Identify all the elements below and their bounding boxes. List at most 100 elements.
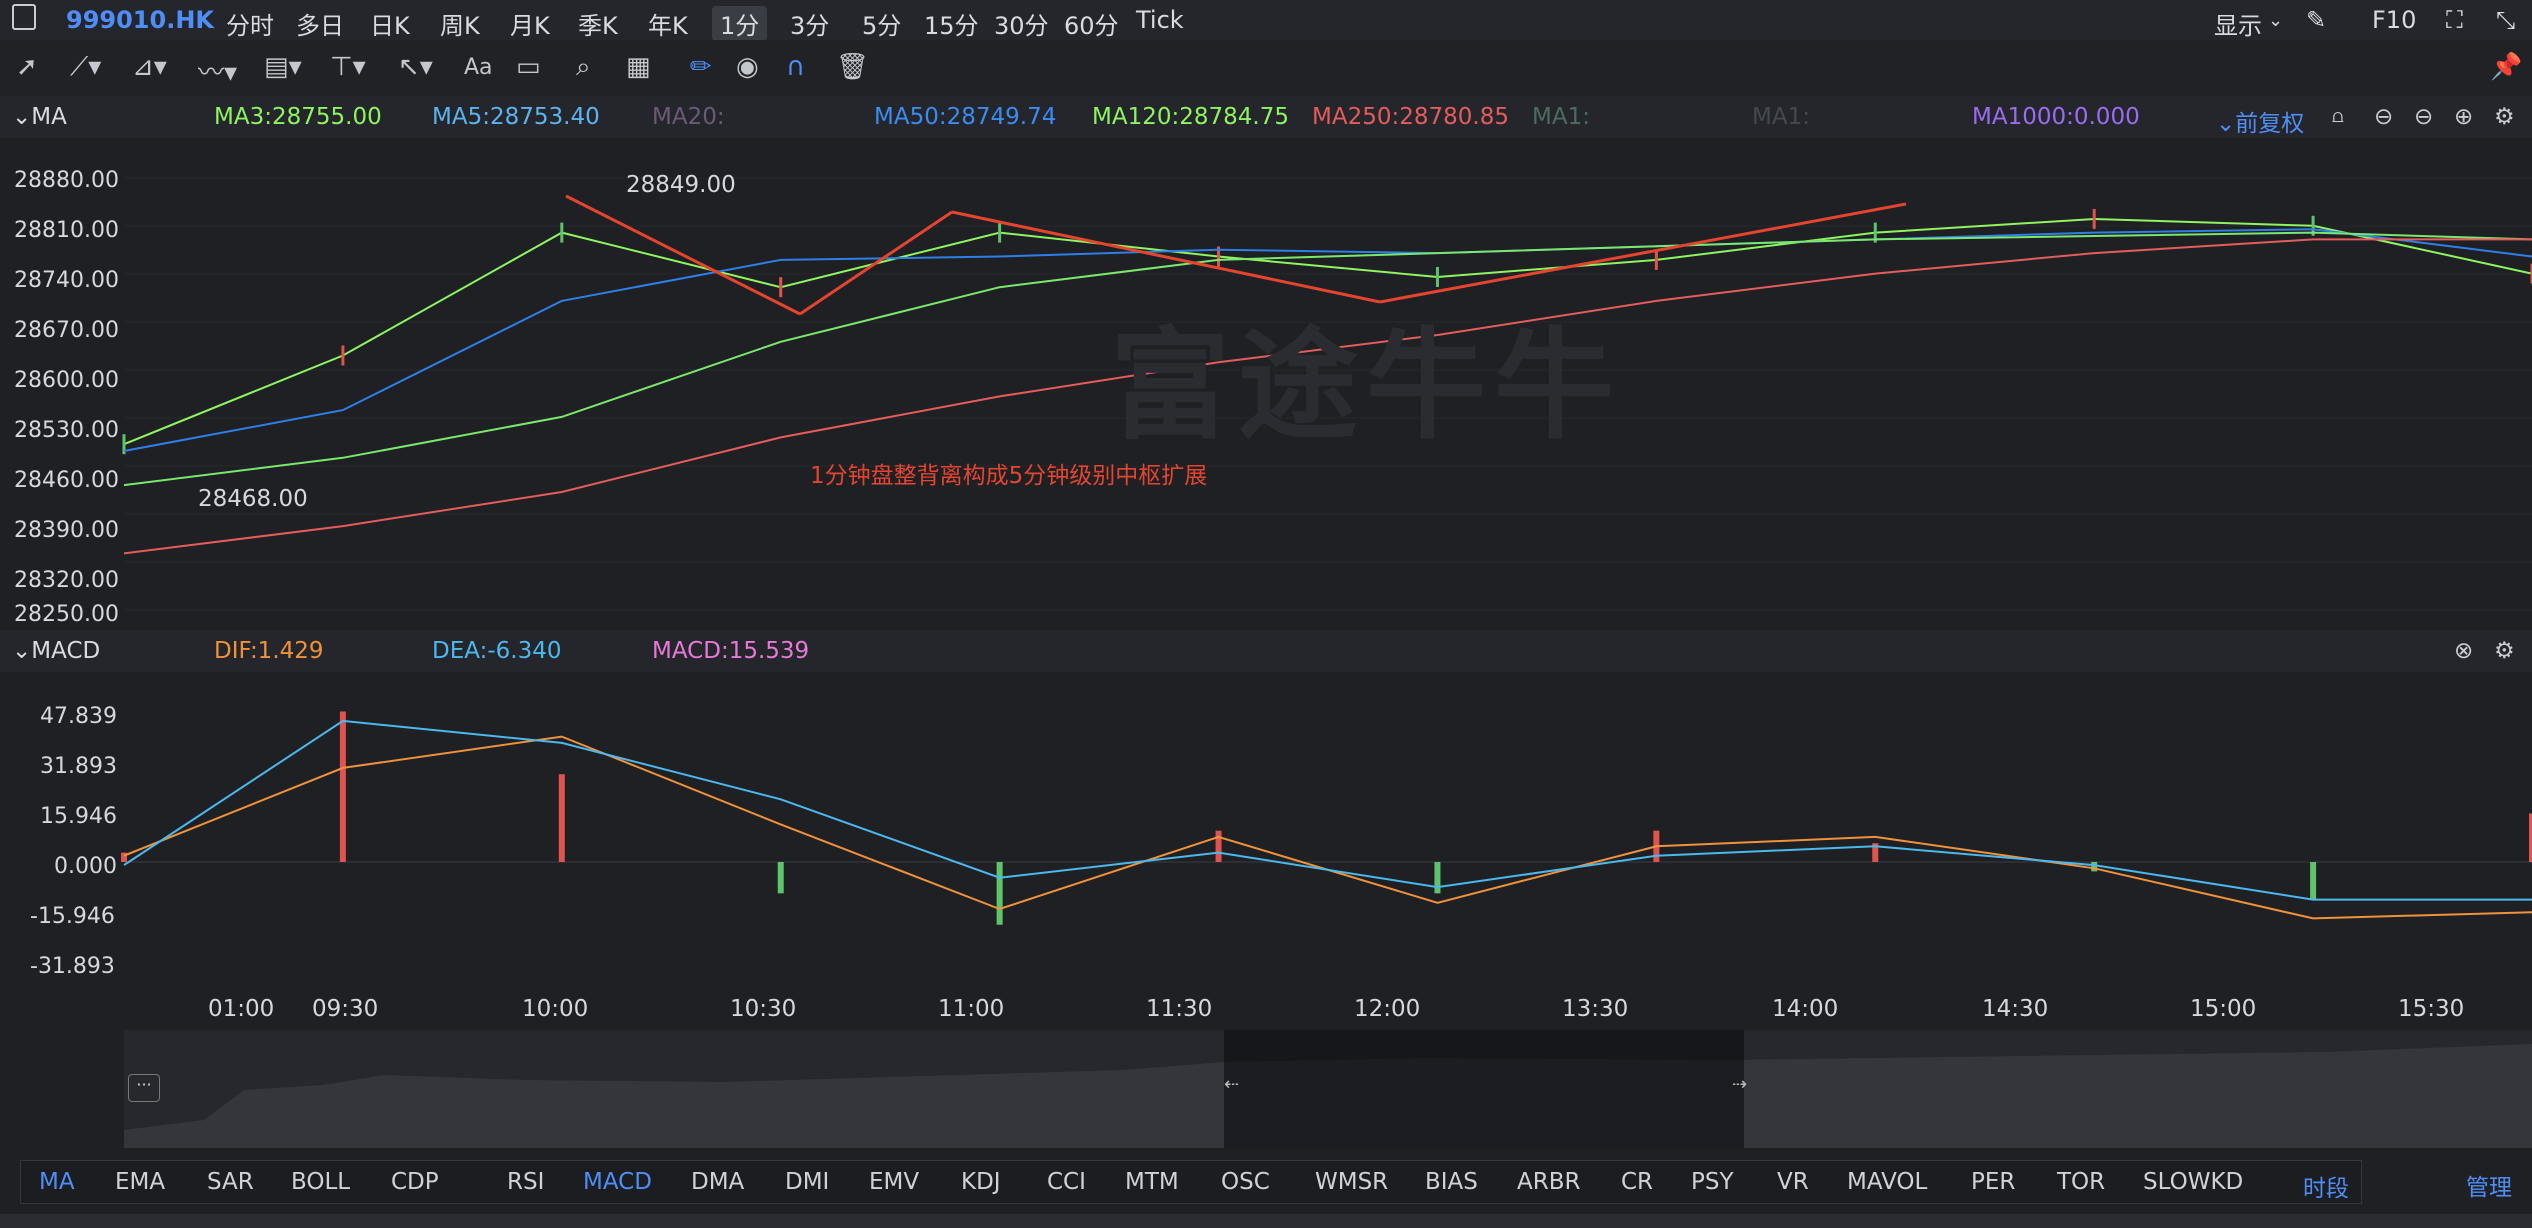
tab-cdp[interactable]: CDP bbox=[391, 1169, 439, 1195]
tab-session[interactable]: 时段 bbox=[2303, 1176, 2349, 1202]
manage-link[interactable]: 管理 bbox=[2466, 1175, 2512, 1201]
period-5min[interactable]: 5分 bbox=[862, 12, 902, 40]
tab-cci[interactable]: CCI bbox=[1047, 1169, 1086, 1195]
time-tick: 01:00 bbox=[208, 996, 275, 1022]
tab-kdj[interactable]: KDJ bbox=[961, 1169, 1001, 1195]
range-navigator[interactable]: ⇠ ⇢ ··· bbox=[124, 1030, 2532, 1148]
cursor-icon[interactable]: ➚ bbox=[16, 52, 38, 82]
tab-mtm[interactable]: MTM bbox=[1125, 1169, 1179, 1195]
ma-toggle[interactable]: ⌄MA bbox=[12, 104, 67, 130]
period-weekly[interactable]: 周K bbox=[440, 12, 480, 40]
tab-bias[interactable]: BIAS bbox=[1425, 1169, 1478, 1195]
macd-value: MACD:15.539 bbox=[652, 638, 810, 664]
macd-chart-panel[interactable]: 47.839 31.893 15.946 0.000 -15.946 -31.8… bbox=[0, 672, 2532, 982]
text-tool-icon[interactable]: Aa bbox=[464, 55, 493, 80]
period-duori[interactable]: 多日 bbox=[296, 12, 344, 40]
resize-icon[interactable]: ⤡ bbox=[2496, 6, 2516, 34]
time-tick: 11:00 bbox=[938, 996, 1005, 1022]
close-icon[interactable]: ⊗ bbox=[2454, 638, 2474, 664]
trend-line bbox=[799, 210, 953, 316]
tab-cr[interactable]: CR bbox=[1621, 1169, 1654, 1195]
drawing-toolbar: ➚ ⟋▾ ⊿▾ 〰▾ ▤▾ ⊤▾ ↖▾ Aa ▭ ⌕ ▦ ✏ ◉ ∩ 🗑 📌 bbox=[0, 40, 2532, 97]
macd-tick: 31.893 bbox=[40, 754, 117, 779]
right-handle-icon[interactable]: ⇢ bbox=[1732, 1074, 1748, 1095]
period-yearly[interactable]: 年K bbox=[648, 12, 688, 40]
tab-arbr[interactable]: ARBR bbox=[1517, 1169, 1581, 1195]
tab-ma[interactable]: MA bbox=[39, 1169, 75, 1195]
wave-tool-icon[interactable]: 〰▾ bbox=[198, 58, 238, 88]
ma1-second-value: MA1: bbox=[1752, 104, 1810, 130]
price-chart-panel[interactable]: 28880.00 28810.00 28740.00 28670.00 2860… bbox=[0, 138, 2532, 628]
tab-tor[interactable]: TOR bbox=[2057, 1169, 2106, 1195]
navigator-window[interactable] bbox=[1224, 1030, 1744, 1148]
brush-icon[interactable]: ✏ bbox=[690, 52, 712, 82]
period-daily[interactable]: 日K bbox=[370, 12, 410, 40]
plus-icon[interactable]: ⊕ bbox=[2454, 104, 2474, 130]
pen-icon[interactable]: ✎ bbox=[2306, 6, 2327, 34]
fullscreen-icon[interactable]: ⛶ bbox=[2446, 6, 2463, 34]
tab-osc[interactable]: OSC bbox=[1221, 1169, 1270, 1195]
tab-slowkd[interactable]: SLOWKD bbox=[2143, 1169, 2244, 1195]
trend-line bbox=[565, 194, 801, 316]
tab-rsi[interactable]: RSI bbox=[507, 1169, 545, 1195]
tab-emv[interactable]: EMV bbox=[869, 1169, 920, 1195]
period-1min[interactable]: 1分 bbox=[712, 6, 768, 41]
chart-type-icon[interactable]: ⩍ bbox=[2332, 106, 2344, 127]
magnet-icon[interactable]: ∩ bbox=[786, 52, 806, 82]
tab-boll[interactable]: BOLL bbox=[291, 1169, 351, 1195]
trash-icon[interactable]: 🗑 bbox=[836, 52, 870, 82]
search-icon[interactable]: ⌕ bbox=[576, 52, 591, 82]
series-line-ma250 bbox=[123, 238, 2532, 555]
tab-ema[interactable]: EMA bbox=[115, 1169, 166, 1195]
tab-vr[interactable]: VR bbox=[1777, 1169, 1809, 1195]
comment-tool-icon[interactable]: ▭ bbox=[516, 52, 541, 82]
tab-sar[interactable]: SAR bbox=[207, 1169, 254, 1195]
left-handle-icon[interactable]: ⇠ bbox=[1224, 1074, 1240, 1095]
period-quarterly[interactable]: 季K bbox=[578, 12, 618, 40]
minus-icon[interactable]: ⊖ bbox=[2374, 104, 2394, 130]
pin-icon[interactable]: 📌 bbox=[2490, 52, 2523, 82]
period-30min[interactable]: 30分 bbox=[994, 12, 1049, 40]
sidebar-toggle-icon[interactable] bbox=[12, 4, 36, 30]
tab-psy[interactable]: PSY bbox=[1691, 1169, 1734, 1195]
period-monthly[interactable]: 月K bbox=[510, 12, 550, 40]
more-icon[interactable]: ··· bbox=[128, 1074, 160, 1102]
magnet-list-icon[interactable]: ▦ bbox=[626, 52, 651, 82]
arrow-tool-icon[interactable]: ↖▾ bbox=[398, 52, 433, 82]
price-tick: 28810.00 bbox=[14, 218, 119, 243]
chevron-down-icon[interactable]: ⌄ bbox=[2268, 10, 2284, 31]
adjust-menu[interactable]: ⌄前复权 bbox=[2216, 111, 2305, 137]
tab-dmi[interactable]: DMI bbox=[785, 1169, 830, 1195]
ma50-value: MA50:28749.74 bbox=[874, 104, 1057, 130]
tab-wmsr[interactable]: WMSR bbox=[1315, 1169, 1389, 1195]
time-tick: 10:00 bbox=[522, 996, 589, 1022]
ruler-tool-icon[interactable]: ⊤▾ bbox=[330, 52, 366, 82]
line-tool-icon[interactable]: ⟋▾ bbox=[70, 52, 102, 82]
tab-per[interactable]: PER bbox=[1971, 1169, 2016, 1195]
tab-dma[interactable]: DMA bbox=[691, 1169, 745, 1195]
period-15min[interactable]: 15分 bbox=[924, 12, 979, 40]
gear-icon[interactable]: ⚙ bbox=[2494, 638, 2515, 664]
tab-mavol[interactable]: MAVOL bbox=[1847, 1169, 1928, 1195]
minus-alt-icon[interactable]: ⊖ bbox=[2414, 104, 2434, 130]
period-3min[interactable]: 3分 bbox=[790, 12, 830, 40]
period-60min[interactable]: 60分 bbox=[1064, 12, 1119, 40]
macd-legend-row: ⌄MACD DIF:1.429 DEA:-6.340 MACD:15.539 ⊗… bbox=[0, 630, 2532, 672]
channel-tool-icon[interactable]: ⊿▾ bbox=[132, 52, 167, 82]
symbol-label[interactable]: 999010.HK bbox=[66, 6, 214, 34]
gear-icon[interactable]: ⚙ bbox=[2494, 104, 2515, 130]
series-line-dea bbox=[123, 719, 2532, 901]
period-tick[interactable]: Tick bbox=[1136, 6, 1184, 34]
display-menu[interactable]: 显示 bbox=[2214, 12, 2262, 40]
fib-tool-icon[interactable]: ▤▾ bbox=[264, 52, 302, 82]
trend-line bbox=[951, 210, 1381, 304]
macd-tick: -15.946 bbox=[30, 904, 115, 929]
time-tick: 13:30 bbox=[1562, 996, 1629, 1022]
tab-macd[interactable]: MACD bbox=[583, 1169, 652, 1195]
annotation-note: 1分钟盘整背离构成5分钟级别中枢扩展 bbox=[810, 463, 1208, 489]
macd-toggle[interactable]: ⌄MACD bbox=[12, 638, 101, 664]
period-fenshi[interactable]: 分时 bbox=[226, 12, 274, 40]
macd-toggle-label: MACD bbox=[31, 638, 101, 664]
eye-icon[interactable]: ◉ bbox=[736, 52, 759, 82]
f10-button[interactable]: F10 bbox=[2372, 6, 2417, 34]
